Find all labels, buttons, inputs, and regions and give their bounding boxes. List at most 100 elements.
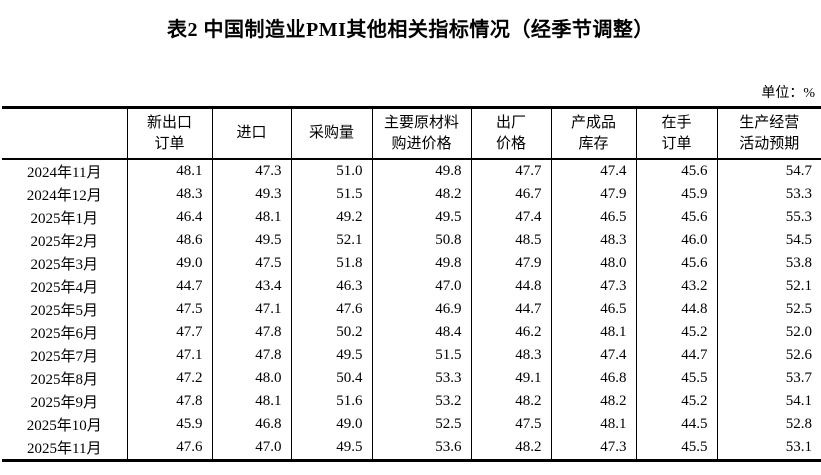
cell-value: 54.7: [785, 163, 812, 179]
column-header-orders-on-hand: 在手 订单: [636, 107, 718, 160]
cell-value: 53.3: [372, 367, 472, 390]
cell-value: 52.5: [372, 413, 472, 436]
cell-value: 44.8: [636, 298, 718, 321]
table-row: 2025年10月 45.9 46.8 49.0 52.5 47.5 48.1 44.5 52.8: [2, 413, 821, 436]
cell-value: 47.7: [471, 159, 552, 183]
cell-value: 48.2: [551, 390, 637, 413]
cell-value: 43.2: [636, 275, 718, 298]
cell-value: 45.5: [636, 436, 718, 461]
cell-value: 47.4: [551, 344, 637, 367]
cell-value: 47.1: [127, 344, 213, 367]
cell-value: 46.4: [127, 206, 213, 229]
cell-value: 47.3: [212, 159, 292, 183]
corner-cell: [2, 107, 128, 160]
cell-value: 52.8: [785, 416, 812, 432]
cell-value: 49.3: [212, 183, 292, 206]
cell-value: 44.7: [636, 344, 718, 367]
cell-value: 55.3: [785, 209, 812, 225]
cell-value: 47.0: [212, 436, 292, 461]
cell-value: 47.1: [212, 298, 292, 321]
table-row: 2025年7月 47.1 47.8 49.5 51.5 48.3 47.4 44.7 52.6: [2, 344, 821, 367]
cell-value: 45.9: [636, 183, 718, 206]
cell-value: 44.7: [127, 275, 213, 298]
row-month-label: 2025年8月: [2, 367, 128, 390]
cell-value: 48.2: [471, 390, 552, 413]
cell-value: 49.0: [127, 252, 213, 275]
cell-value: 54.1: [785, 393, 812, 409]
cell-value: 49.1: [471, 367, 552, 390]
cell-value: 48.6: [127, 229, 213, 252]
cell-value: 47.4: [471, 206, 552, 229]
table-row: 2025年6月 47.7 47.8 50.2 48.4 46.2 48.1 45.2 52.0: [2, 321, 821, 344]
cell-value: 53.2: [372, 390, 472, 413]
cell-value: 47.6: [291, 298, 373, 321]
cell-value: 51.6: [291, 390, 373, 413]
cell-value: 49.8: [372, 159, 472, 183]
column-header-imports: 进口: [212, 107, 292, 160]
cell-value: 46.5: [551, 206, 637, 229]
cell-value: 49.0: [291, 413, 373, 436]
table-row: 2025年1月 46.4 48.1 49.2 49.5 47.4 46.5 45.6 55.3: [2, 206, 821, 229]
cell-value: 48.3: [551, 229, 637, 252]
cell-value: 45.2: [636, 390, 718, 413]
row-month-label: 2025年6月: [2, 321, 128, 344]
column-header-new-export-orders: 新出口 订单: [127, 107, 213, 160]
cell-value: 44.5: [636, 413, 718, 436]
cell-value: 52.6: [785, 347, 812, 363]
cell-value: 47.5: [127, 298, 213, 321]
cell-value: 47.7: [127, 321, 213, 344]
page-title: 表2 中国制造业PMI其他相关指标情况（经季节调整）: [167, 19, 654, 41]
column-header-business-activity-expectation: 生产经营 活动预期: [717, 107, 821, 160]
cell-value: 50.4: [291, 367, 373, 390]
row-month-label: 2025年11月: [2, 436, 128, 461]
table-body: 2024年11月 48.1 47.3 51.0 49.8 47.7 47.4 45.6 54.7…: [2, 159, 821, 461]
cell-value: 45.5: [636, 367, 718, 390]
cell-value: 43.4: [212, 275, 292, 298]
cell-value: 46.7: [471, 183, 552, 206]
cell-value: 49.5: [291, 436, 373, 461]
cell-value: 47.4: [551, 159, 637, 183]
cell-value: 52.1: [785, 278, 812, 294]
cell-value: 47.2: [127, 367, 213, 390]
table-row: 2024年11月 48.1 47.3 51.0 49.8 47.7 47.4 45.6 54.7: [2, 159, 821, 183]
cell-value: 47.8: [212, 344, 292, 367]
cell-value: 48.3: [127, 183, 213, 206]
table-row: 2025年2月 48.6 49.5 52.1 50.8 48.5 48.3 46.0 54.5: [2, 229, 821, 252]
cell-value: 46.2: [471, 321, 552, 344]
table-row: 2025年3月 49.0 47.5 51.8 49.8 47.9 48.0 45.6 53.8: [2, 252, 821, 275]
pmi-indicators-table: 新出口 订单 进口 采购量 主要原材料 购进价格 出厂 价格 产成品 库存 在手…: [2, 106, 821, 462]
cell-value: 48.1: [551, 321, 637, 344]
row-month-label: 2024年12月: [2, 183, 128, 206]
cell-value: 45.6: [636, 206, 718, 229]
cell-value: 46.8: [212, 413, 292, 436]
row-month-label: 2025年10月: [2, 413, 128, 436]
cell-value: 48.2: [372, 183, 472, 206]
cell-value: 47.3: [551, 436, 637, 461]
cell-value: 45.2: [636, 321, 718, 344]
cell-value: 51.5: [291, 183, 373, 206]
cell-value: 53.1: [785, 439, 812, 455]
cell-value: 52.0: [785, 324, 812, 340]
column-header-raw-material-purchase-price: 主要原材料 购进价格: [372, 107, 472, 160]
row-month-label: 2025年4月: [2, 275, 128, 298]
row-month-label: 2024年11月: [2, 159, 128, 183]
cell-value: 50.8: [372, 229, 472, 252]
cell-value: 47.6: [127, 436, 213, 461]
cell-value: 45.9: [127, 413, 213, 436]
cell-value: 47.5: [471, 413, 552, 436]
cell-value: 44.7: [471, 298, 552, 321]
cell-value: 47.0: [372, 275, 472, 298]
cell-value: 49.5: [212, 229, 292, 252]
cell-value: 47.5: [212, 252, 292, 275]
cell-value: 48.0: [212, 367, 292, 390]
cell-value: 48.3: [471, 344, 552, 367]
cell-value: 49.2: [291, 206, 373, 229]
table-row: 2025年8月 47.2 48.0 50.4 53.3 49.1 46.8 45.5 53.7: [2, 367, 821, 390]
cell-value: 46.9: [372, 298, 472, 321]
cell-value: 45.6: [636, 159, 718, 183]
table-row: 2025年5月 47.5 47.1 47.6 46.9 44.7 46.5 44.8 52.5: [2, 298, 821, 321]
cell-value: 52.5: [785, 301, 812, 317]
cell-value: 44.8: [471, 275, 552, 298]
column-header-finished-goods-inventory: 产成品 库存: [551, 107, 637, 160]
cell-value: 52.1: [291, 229, 373, 252]
